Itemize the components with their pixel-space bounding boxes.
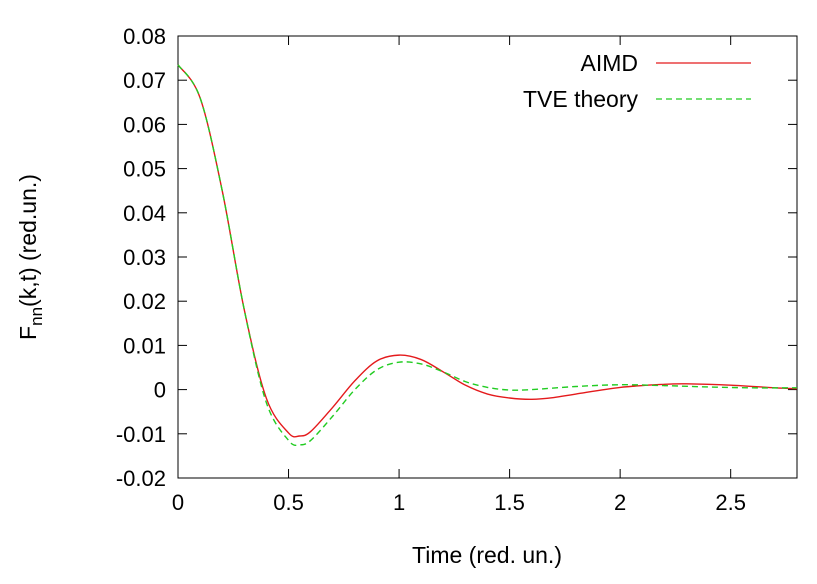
x-tick-label: 2.5 (715, 490, 746, 515)
x-tick-label: 0.5 (273, 490, 304, 515)
series-line-aimd (177, 64, 798, 438)
x-tick-label: 2 (614, 490, 626, 515)
y-tick-label: 0 (154, 378, 166, 403)
series-line-tve-theory (177, 64, 798, 446)
y-tick-label: 0.05 (123, 157, 166, 182)
y-tick-label: 0.06 (123, 112, 166, 137)
y-axis-label: Fnn(k,t) (red.un.) (15, 174, 46, 340)
plot-frame (177, 35, 798, 479)
y-tick-label: 0.01 (123, 333, 166, 358)
x-tick-label: 0 (172, 490, 184, 515)
y-tick-label: -0.02 (116, 466, 166, 491)
x-tick-label: 1.5 (494, 490, 525, 515)
y-tick-label: -0.01 (116, 422, 166, 447)
legend: AIMD TVE theory (523, 50, 751, 112)
legend-label-tve: TVE theory (523, 86, 639, 112)
legend-label-aimd: AIMD (581, 50, 639, 76)
y-tick-label: 0.04 (123, 201, 166, 226)
y-tick-label: 0.08 (123, 24, 166, 49)
y-tick-label: 0.03 (123, 245, 166, 270)
x-axis-label: Time (red. un.) (412, 542, 562, 568)
x-tick-label: 1 (393, 490, 405, 515)
y-tick-label: 0.07 (123, 68, 166, 93)
y-tick-label: 0.02 (123, 289, 166, 314)
